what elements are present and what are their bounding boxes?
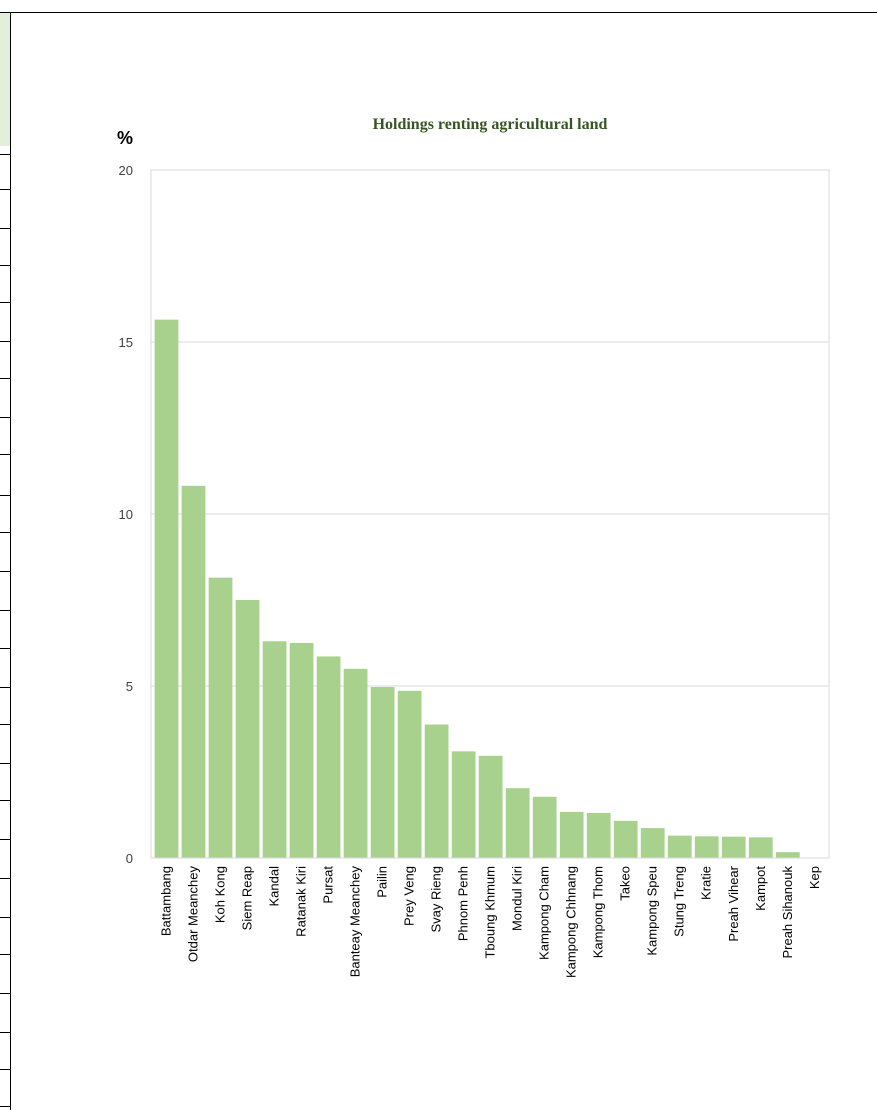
sheet-left-border	[10, 12, 11, 1110]
x-category-label: Prey Veng	[402, 866, 417, 926]
x-category-label: Preah Vihear	[726, 865, 741, 941]
row-line	[0, 878, 10, 879]
x-category-label: Tboung Khmum	[483, 866, 498, 959]
chart-title: Holdings renting agricultural land	[372, 116, 608, 133]
bar	[235, 600, 260, 858]
x-category-label: Siem Reap	[240, 866, 255, 930]
bar	[667, 835, 692, 858]
x-category-label: Mondul Kiri	[510, 866, 525, 931]
bar	[748, 837, 773, 858]
row-line	[0, 839, 10, 840]
row-line	[0, 1032, 10, 1033]
row-line	[0, 610, 10, 611]
x-category-label: Kampong Thom	[591, 866, 606, 958]
x-category-label: Banteay Meanchey	[348, 866, 363, 978]
row-line	[0, 800, 10, 801]
bar	[397, 690, 422, 858]
x-category-label: Koh Kong	[213, 866, 228, 923]
x-category-label: Stung Treng	[672, 866, 687, 937]
row-line	[0, 763, 10, 764]
bar	[640, 828, 665, 858]
row-line	[0, 302, 10, 303]
bar	[559, 811, 584, 858]
row-line	[0, 724, 10, 725]
x-category-label: Preah Sihanouk	[780, 866, 795, 959]
x-category-label: Takeo	[618, 866, 633, 901]
row-gridlines	[0, 146, 10, 1110]
x-category-label: Kampong Cham	[537, 866, 552, 960]
bar	[316, 656, 341, 858]
row-line	[0, 993, 10, 994]
row-line	[0, 687, 10, 688]
row-line	[0, 954, 10, 955]
x-category-label: Svay Rieng	[429, 866, 444, 932]
row-line	[0, 1106, 10, 1107]
x-category-label: Phnom Penh	[456, 866, 471, 941]
bar	[505, 788, 530, 858]
row-line	[0, 378, 10, 379]
x-category-label: Kampong Chhnang	[564, 866, 579, 978]
row-line	[0, 454, 10, 455]
bar	[181, 485, 206, 858]
bar	[343, 668, 368, 858]
y-tick-label: 10	[119, 507, 133, 522]
bar	[289, 643, 314, 858]
x-category-label: Kandal	[267, 866, 282, 907]
bar	[586, 812, 611, 858]
row-line	[0, 154, 10, 155]
x-category-label: Kep	[807, 866, 822, 889]
row-line	[0, 265, 10, 266]
bar	[370, 687, 395, 858]
bar	[775, 852, 800, 858]
bar	[694, 836, 719, 858]
bar	[262, 641, 287, 858]
x-category-label: Kampot	[753, 866, 768, 911]
bar	[613, 820, 638, 858]
x-category-label: Battambang	[159, 866, 174, 936]
row-line	[0, 495, 10, 496]
bar	[721, 836, 746, 858]
row-line	[0, 189, 10, 190]
row-line	[0, 228, 10, 229]
y-tick-label: 20	[119, 163, 133, 178]
row-line	[0, 532, 10, 533]
row-line	[0, 417, 10, 418]
y-tick-label: 0	[126, 851, 133, 866]
y-axis-unit-label: %	[117, 128, 134, 148]
y-tick-label: 5	[126, 679, 133, 694]
x-category-label: Otdar Meanchey	[186, 866, 201, 963]
sheet-top-border	[0, 12, 877, 13]
row-line	[0, 341, 10, 342]
x-category-label: Pursat	[321, 866, 336, 904]
x-category-label: Pailin	[375, 866, 390, 898]
row-line	[0, 648, 10, 649]
bar	[478, 755, 503, 858]
x-category-label: Ratanak Kiri	[294, 866, 309, 937]
row-line	[0, 571, 10, 572]
bar	[532, 796, 557, 858]
row-line	[0, 1069, 10, 1070]
y-tick-label: 15	[119, 335, 133, 350]
x-category-label: Kratie	[699, 866, 714, 900]
bar	[208, 577, 233, 858]
bar	[451, 751, 476, 858]
header-cell	[0, 13, 10, 146]
bar	[424, 724, 449, 858]
x-category-label: Kampong Speu	[645, 866, 660, 956]
row-line	[0, 917, 10, 918]
bar	[154, 319, 179, 858]
